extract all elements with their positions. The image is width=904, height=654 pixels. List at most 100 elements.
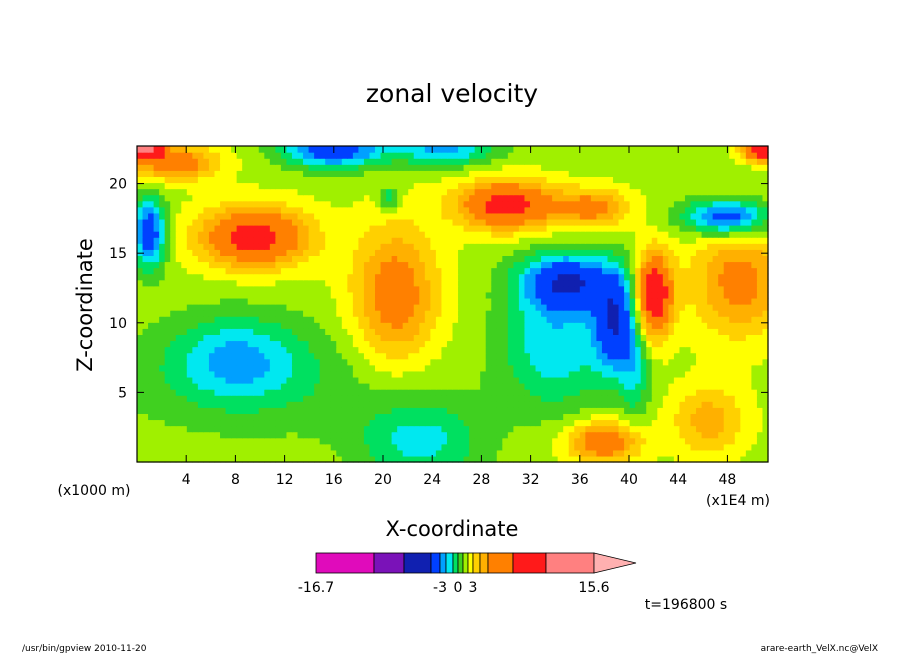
field-cell (646, 237, 653, 244)
field-cell (137, 449, 144, 457)
field-cell (552, 304, 559, 311)
field-cell (707, 255, 714, 263)
field-cell (330, 322, 337, 329)
field-cell (258, 285, 265, 293)
field-cell (624, 310, 631, 317)
field-cell (651, 255, 658, 263)
field-cell (723, 322, 730, 329)
field-cell (424, 364, 431, 372)
field-cell (303, 206, 310, 214)
field-cell (175, 401, 182, 408)
field-cell (590, 206, 598, 214)
field-cell (247, 401, 254, 408)
field-cell (590, 322, 598, 329)
field-cell (690, 358, 697, 366)
field-cell (159, 376, 166, 384)
field-cell (507, 310, 514, 317)
field-cell (397, 225, 404, 232)
field-cell (186, 340, 193, 348)
field-cell (701, 279, 708, 287)
field-cell (286, 225, 293, 232)
field-cell (491, 322, 498, 329)
field-cell (679, 243, 686, 250)
field-cell (142, 376, 149, 384)
field-cell (142, 455, 149, 463)
field-cell (745, 383, 752, 390)
field-cell (607, 279, 614, 287)
field-cell (430, 273, 437, 281)
field-cell (214, 340, 221, 348)
field-cell (590, 267, 598, 275)
field-cell (585, 364, 592, 372)
field-cell (192, 407, 199, 414)
field-cell (264, 285, 271, 293)
field-cell (408, 218, 415, 226)
field-cell (618, 425, 625, 433)
field-cell (402, 413, 409, 421)
field-cell (391, 352, 398, 360)
field-cell (430, 413, 437, 421)
field-cell (408, 328, 415, 335)
field-cell (242, 255, 249, 263)
field-cell (446, 370, 454, 378)
field-cell (507, 370, 514, 378)
field-cell (723, 237, 730, 244)
field-cell (314, 340, 321, 348)
field-cell (718, 243, 725, 250)
field-cell (186, 285, 193, 293)
field-cell (563, 273, 570, 281)
field-cell (607, 218, 614, 226)
field-cell (148, 431, 155, 439)
field-cell (613, 407, 620, 414)
field-cell (529, 419, 537, 427)
field-cell (264, 225, 271, 232)
field-cell (662, 279, 669, 287)
field-cell (624, 285, 631, 293)
field-cell (607, 212, 614, 220)
field-cell (419, 194, 426, 202)
field-cell (740, 334, 747, 342)
field-cell (718, 358, 725, 366)
field-cell (480, 370, 487, 378)
field-cell (513, 413, 520, 421)
field-cell (579, 255, 586, 263)
field-cell (696, 249, 703, 256)
field-cell (137, 310, 144, 317)
field-cell (391, 401, 398, 408)
field-cell (197, 212, 205, 220)
field-cell (214, 431, 221, 439)
field-cell (424, 212, 431, 220)
field-cell (496, 212, 503, 220)
field-cell (607, 316, 614, 323)
field-cell (375, 310, 382, 317)
field-cell (369, 431, 376, 439)
field-cell (469, 364, 476, 372)
field-cell (258, 237, 265, 244)
field-cell (164, 237, 171, 244)
field-cell (197, 273, 205, 281)
field-cell (435, 328, 443, 335)
field-cell (280, 443, 288, 451)
field-cell (242, 364, 249, 372)
field-cell (684, 334, 692, 342)
field-cell (363, 395, 371, 402)
field-cell (137, 425, 144, 433)
field-cell (214, 322, 221, 329)
field-cell (463, 200, 470, 208)
field-cell (696, 231, 703, 238)
field-cell (220, 279, 227, 287)
field-cell (424, 370, 431, 378)
field-cell (452, 358, 459, 366)
field-cell (529, 413, 537, 421)
field-cell (319, 352, 326, 360)
field-cell (258, 328, 265, 335)
field-cell (297, 328, 304, 335)
field-cell (657, 389, 664, 396)
field-cell (319, 401, 326, 408)
field-cell (518, 316, 526, 323)
field-cell (375, 437, 382, 445)
field-cell (524, 231, 531, 238)
field-cell (745, 255, 752, 263)
field-cell (142, 431, 149, 439)
field-cell (358, 425, 365, 433)
